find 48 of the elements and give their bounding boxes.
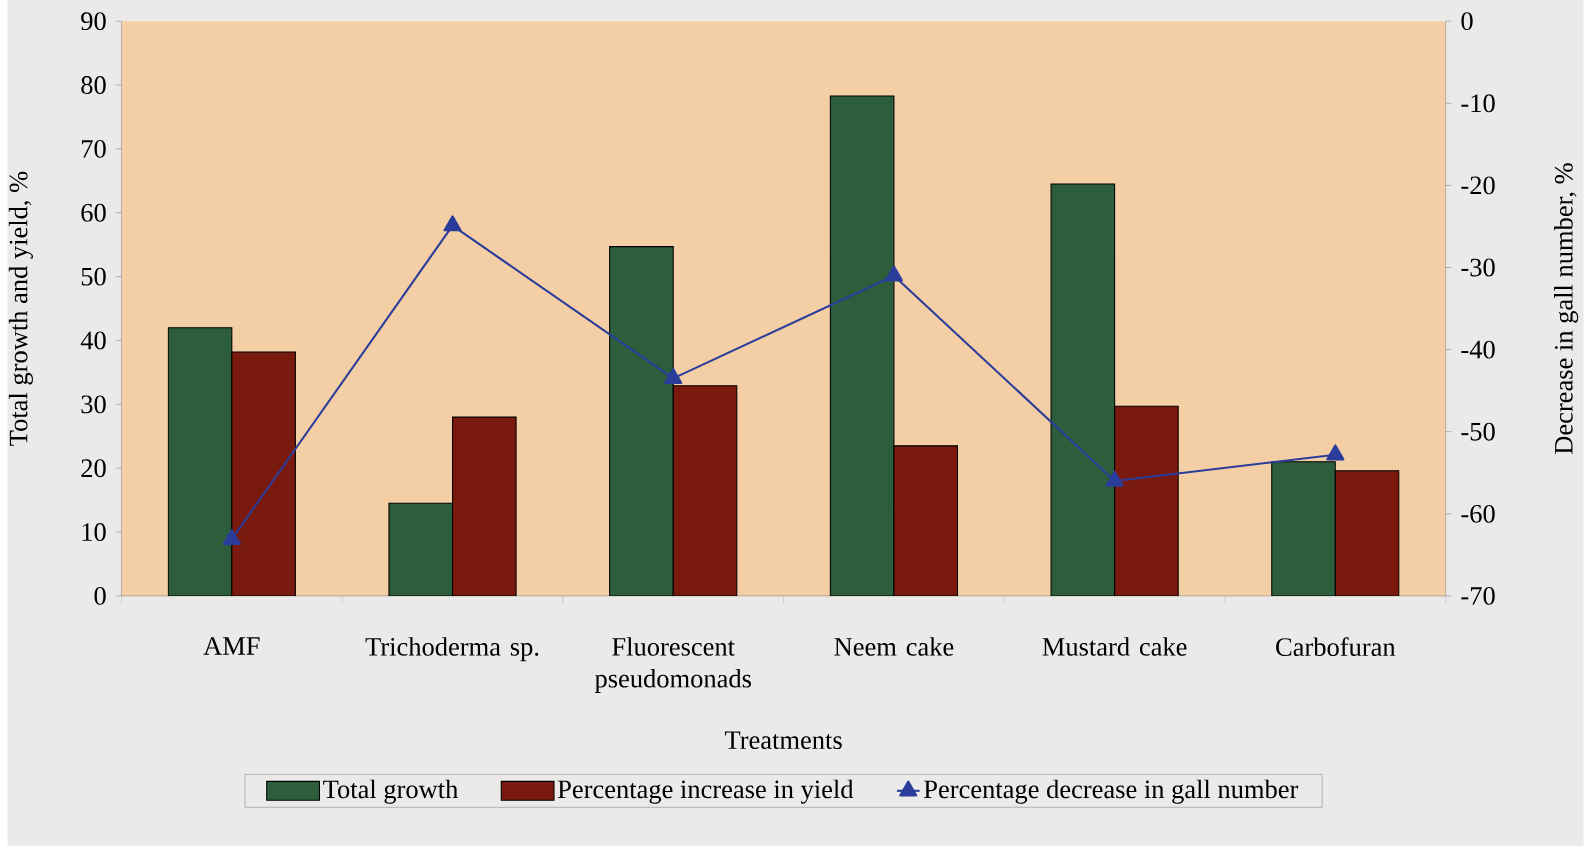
x-tick-label: AMF: [203, 637, 260, 655]
y-axis-title: Total growth and yield, %: [8, 171, 33, 446]
bar: [451, 416, 517, 596]
bar: [231, 351, 296, 596]
y2-tick-label: 0: [1461, 12, 1473, 31]
legend-label: Percentage increase in yield: [557, 779, 854, 804]
bar: [167, 327, 233, 596]
point: [884, 265, 904, 282]
y-tick-label: 0: [94, 586, 106, 605]
x-tick-label: Fluorescent pseudomonads: [594, 637, 751, 693]
y-tick-label: 90: [81, 12, 106, 31]
point: [664, 367, 683, 384]
bar: [1050, 183, 1116, 596]
y-tick-label: 80: [81, 76, 106, 94]
y2-tick-label: -40: [1461, 340, 1495, 359]
x-tick-label: Trichoderma sp.: [365, 637, 539, 662]
y2-tick-label: -50: [1461, 422, 1495, 441]
y-tick-label: 20: [81, 459, 106, 478]
y-tick-label: 10: [82, 523, 106, 541]
bar: [1271, 461, 1336, 596]
y2-axis-title: Decrease in gall number, %: [1554, 163, 1579, 454]
x-tick-label: Neem cake: [834, 637, 954, 656]
x-tick-label: Mustard cake: [1042, 637, 1187, 656]
y-tick-label: 30: [81, 395, 106, 414]
y-tick-label: 40: [80, 331, 106, 350]
bar: [609, 245, 674, 596]
bar: [672, 385, 738, 596]
legend-label: Total growth: [323, 779, 459, 804]
y2-tick-label: -70: [1461, 586, 1495, 605]
y-tick-label: 50: [81, 267, 106, 286]
bar: [1114, 405, 1179, 596]
point: [1105, 470, 1124, 487]
y2-tick-label: -10: [1461, 94, 1495, 113]
bar: [1334, 470, 1400, 596]
y-tick-label: 60: [81, 203, 106, 222]
y-tick-label: 70: [81, 139, 106, 158]
point: [1326, 444, 1345, 461]
bar: [893, 445, 959, 596]
legend-label: Percentage decrease in gall number: [924, 779, 1299, 804]
bar: [388, 502, 454, 596]
y2-tick-label: -20: [1461, 176, 1495, 195]
bar: [829, 95, 895, 596]
point: [222, 528, 241, 545]
x-axis-title: Treatments: [724, 731, 842, 749]
point: [443, 215, 462, 232]
y2-tick-label: -30: [1461, 258, 1495, 277]
y2-tick-label: -60: [1461, 504, 1495, 523]
x-tick-label: Carbofuran: [1276, 637, 1396, 656]
